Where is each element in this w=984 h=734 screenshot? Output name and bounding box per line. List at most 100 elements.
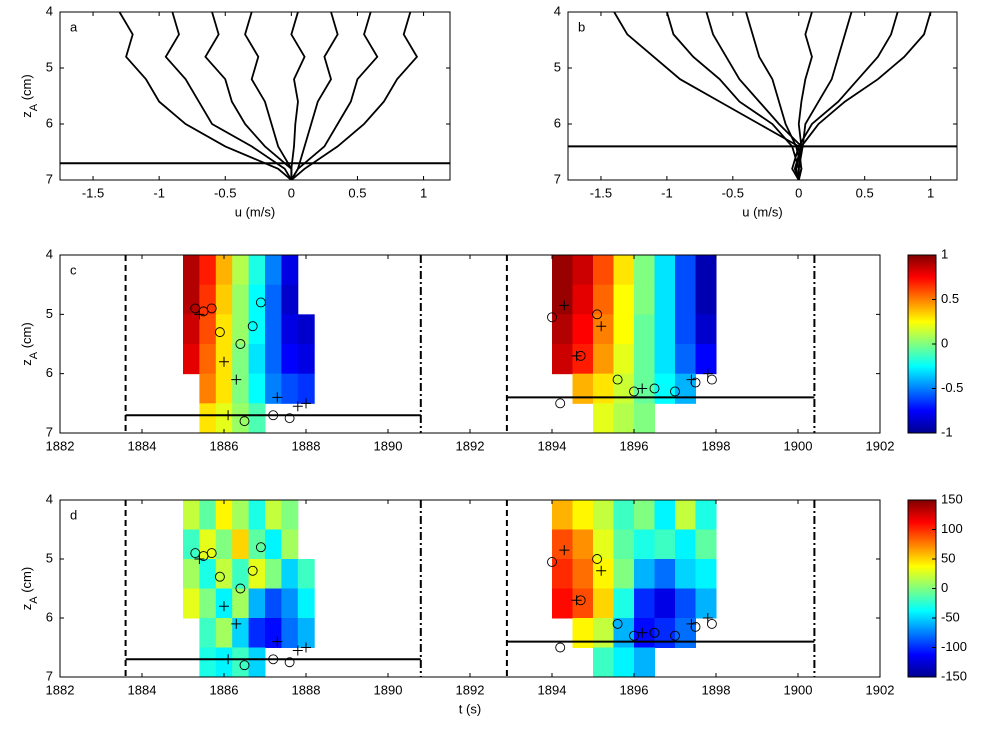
x-tick-label: 1894 <box>538 438 567 453</box>
panel-label: a <box>70 19 78 34</box>
plus-marker <box>637 627 648 638</box>
heatmap-cell <box>634 403 655 433</box>
heatmap-cell <box>675 500 696 530</box>
heatmap-cell <box>593 314 614 345</box>
x-tick-label: 0 <box>795 185 802 200</box>
heatmap-cell <box>593 255 614 286</box>
heatmap-cell <box>654 559 676 589</box>
profile-line <box>795 12 813 180</box>
heatmap-cell <box>281 559 299 589</box>
plus-marker <box>637 383 648 394</box>
y-tick-label: 7 <box>46 424 53 439</box>
colorbar <box>907 499 937 678</box>
heatmap-cell <box>613 255 635 286</box>
circle-marker <box>670 386 680 397</box>
circle-marker <box>284 413 295 424</box>
plus-marker <box>292 645 303 656</box>
x-tick-label: 1890 <box>374 682 403 697</box>
heatmap-cell <box>613 500 635 530</box>
heatmap-cell <box>248 255 266 286</box>
circle-marker <box>612 618 623 629</box>
heatmap-cell <box>215 529 233 560</box>
x-tick-label: 0.5 <box>856 185 874 200</box>
x-tick-label: 1892 <box>456 438 485 453</box>
heatmap-cell <box>634 559 655 589</box>
heatmap-cell <box>215 403 233 433</box>
circle-marker <box>555 642 566 653</box>
heatmap-cell <box>248 588 266 619</box>
plot-area <box>124 500 816 677</box>
profile-line <box>290 12 379 180</box>
circle-marker <box>555 398 566 409</box>
y-tick-label: 6 <box>46 115 53 130</box>
circle-marker <box>214 571 225 582</box>
circle-marker <box>629 386 639 397</box>
y-tick-label: 5 <box>46 59 53 74</box>
heatmap-cell <box>297 588 315 619</box>
x-tick-label: -1.5 <box>590 185 612 200</box>
circle-marker <box>670 630 680 641</box>
y-tick-label: 5 <box>554 59 561 74</box>
heatmap-cell <box>593 500 614 530</box>
heatmap-cell <box>281 500 299 530</box>
heatmap-cell <box>613 403 635 433</box>
heatmap-cell <box>572 314 594 345</box>
plus-marker <box>702 368 713 379</box>
heatmap-cell <box>654 344 676 375</box>
heatmap-cell <box>281 529 299 560</box>
colorbar-tick-label: -150 <box>941 668 967 683</box>
plus-marker <box>702 613 713 623</box>
heatmap-cell <box>654 314 676 345</box>
heatmap-cell <box>593 618 614 648</box>
y-tick-label: 4 <box>46 491 53 506</box>
circle-marker <box>592 309 603 320</box>
plot-frame <box>567 11 958 181</box>
y-axis-label-part: (cm) <box>19 567 34 597</box>
heatmap-cell <box>654 373 676 404</box>
profile-line <box>797 12 899 180</box>
heatmap-cell <box>572 284 594 315</box>
heatmap-cell <box>675 314 696 345</box>
circle-marker <box>547 312 557 323</box>
colorbar-tick-label: 1 <box>941 246 948 261</box>
circle-marker <box>547 557 557 567</box>
x-tick-label: -1.5 <box>82 185 104 200</box>
heatmap-cell <box>695 314 717 345</box>
heatmap-cell <box>215 255 233 286</box>
heatmap-cell <box>675 588 696 619</box>
heatmap-cell <box>183 314 200 345</box>
heatmap-cell <box>281 588 299 619</box>
heatmap-cell <box>675 559 696 589</box>
heatmap-cell <box>613 559 635 589</box>
colorbar-tick-label: -1 <box>941 424 953 439</box>
heatmap-cell <box>572 344 594 375</box>
heatmap-cell <box>695 344 717 375</box>
x-axis-label: u (m/s) <box>742 204 782 219</box>
heatmap-cell <box>613 314 635 345</box>
heatmap-cell <box>248 403 266 433</box>
y-tick-label: 4 <box>46 3 53 18</box>
heatmap-cell <box>634 500 655 530</box>
heatmap-cell <box>265 255 282 286</box>
heatmap-cell <box>654 618 676 648</box>
heatmap-cell <box>634 588 655 619</box>
heatmap-cell <box>199 403 217 433</box>
y-tick-label: 5 <box>46 306 53 321</box>
heatmap-cell <box>199 373 217 404</box>
heatmap-cell <box>281 255 299 286</box>
heatmap-cell <box>215 314 233 345</box>
y-axis-label: zA (cm) <box>19 74 39 117</box>
y-axis-label: zA (cm) <box>19 322 39 365</box>
heatmap-cell <box>593 403 614 433</box>
heatmap-cell <box>215 618 233 648</box>
heatmap-cell <box>593 284 614 315</box>
colorbar-tick-label: 0 <box>941 580 948 595</box>
profile-line <box>244 12 293 180</box>
x-axis-label: t (s) <box>459 701 481 716</box>
heatmap-cell <box>297 314 315 345</box>
circle-marker <box>649 383 660 394</box>
heatmap-cell <box>572 559 594 589</box>
heatmap-cell <box>183 529 200 560</box>
plus-marker <box>194 309 205 320</box>
profile-line <box>118 12 292 180</box>
